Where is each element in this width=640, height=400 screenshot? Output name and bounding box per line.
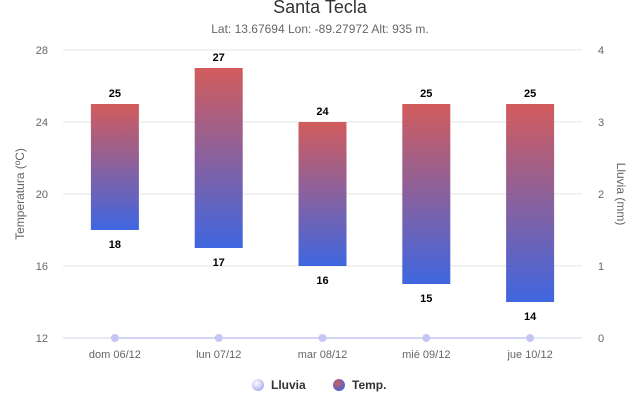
x-axis-ticks: dom 06/12 lun 07/12 mar 08/12 mié 09/12 jue … <box>89 349 553 361</box>
legend-lluvia-marker <box>252 379 264 391</box>
right-axis-ticks: 0 1 2 3 4 <box>598 45 604 345</box>
chart-subtitle: Lat: 13.67694 Lon: -89.27972 Alt: 935 m. <box>211 22 429 36</box>
left-tick-label: 12 <box>36 333 48 345</box>
temp-high-label: 25 <box>524 88 536 100</box>
rain-point[interactable] <box>526 334 535 342</box>
temp-high-label: 25 <box>420 88 432 100</box>
temp-low-label: 14 <box>524 311 537 323</box>
left-tick-label: 24 <box>36 117 48 129</box>
legend-temp-label: Temp. <box>352 378 386 392</box>
rain-point[interactable] <box>110 334 119 342</box>
temp-low-label: 15 <box>420 293 432 305</box>
temp-high-label: 25 <box>109 88 121 100</box>
legend-item-lluvia[interactable]: Lluvia <box>252 378 306 392</box>
right-axis-title: Lluvia (mm) <box>614 163 628 226</box>
legend-lluvia-label: Lluvia <box>271 378 306 392</box>
legend: Lluvia Temp. <box>252 378 386 392</box>
left-axis-ticks: 12 16 20 24 28 <box>36 45 48 345</box>
legend-temp-marker <box>333 379 345 391</box>
left-axis-title: Temperatura (ºC) <box>13 148 27 240</box>
temp-bar[interactable] <box>298 122 347 266</box>
temp-low-label: 18 <box>109 239 121 251</box>
chart-title: Santa Tecla <box>273 0 368 17</box>
x-tick-label: mié 09/12 <box>402 349 450 361</box>
temp-high-label: 27 <box>213 52 225 64</box>
right-tick-label: 0 <box>598 333 604 345</box>
right-tick-label: 3 <box>598 117 604 129</box>
rain-point[interactable] <box>318 334 327 342</box>
left-tick-label: 16 <box>36 261 48 273</box>
temp-low-label: 16 <box>316 275 328 287</box>
temp-bar[interactable] <box>402 104 451 284</box>
temp-bar[interactable] <box>506 104 555 302</box>
temperature-bars: 25 18 27 17 24 16 25 15 25 14 <box>90 52 555 323</box>
temp-bar[interactable] <box>90 104 139 230</box>
rain-point[interactable] <box>214 334 223 342</box>
right-tick-label: 1 <box>598 261 604 273</box>
temp-high-label: 24 <box>316 106 329 118</box>
x-tick-label: jue 10/12 <box>506 349 552 361</box>
right-tick-label: 2 <box>598 189 604 201</box>
left-tick-label: 20 <box>36 189 48 201</box>
legend-item-temp[interactable]: Temp. <box>333 378 386 392</box>
rain-point[interactable] <box>422 334 431 342</box>
left-tick-label: 28 <box>36 45 48 57</box>
rain-series <box>110 334 535 342</box>
right-tick-label: 4 <box>598 45 604 57</box>
x-tick-label: mar 08/12 <box>298 349 348 361</box>
x-tick-label: dom 06/12 <box>89 349 141 361</box>
temp-low-label: 17 <box>213 257 225 269</box>
x-tick-label: lun 07/12 <box>196 349 241 361</box>
temp-bar[interactable] <box>194 68 243 248</box>
